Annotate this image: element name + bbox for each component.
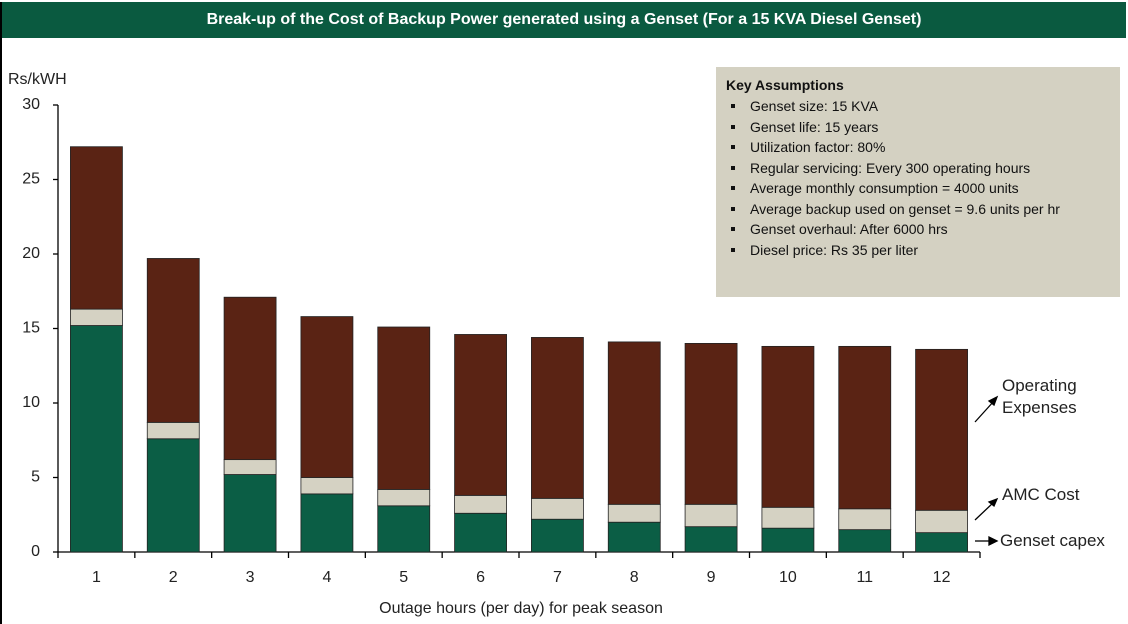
y-tick-label: 5 [31, 469, 40, 486]
bar-segment [70, 308, 123, 326]
y-tick-label: 15 [22, 320, 40, 337]
bar-segment [223, 459, 277, 475]
bar-segment [607, 503, 661, 523]
bar-segment [915, 532, 968, 553]
assumption-item: Genset size: 15 KVA [726, 96, 1120, 117]
bar-segment [454, 334, 507, 496]
bar-segment [531, 497, 584, 520]
bar-segment [300, 316, 354, 478]
x-tick-label: 9 [707, 569, 716, 586]
bar-segment [684, 342, 738, 505]
x-tick-label: 1 [92, 569, 101, 586]
bar-segment [915, 348, 968, 511]
y-tick-label: 25 [22, 171, 40, 188]
bar-segment [377, 326, 431, 490]
bar-segment [684, 526, 738, 553]
y-tick-label: 10 [22, 394, 40, 411]
chart-title: Break-up of the Cost of Backup Power gen… [2, 2, 1126, 38]
bar-segment [454, 494, 507, 514]
bar-segment [761, 345, 815, 508]
bar-segment [838, 508, 892, 531]
bar-segment [684, 503, 738, 528]
bar-segment [531, 518, 584, 553]
bar-segment [838, 529, 892, 553]
bar-segment [223, 474, 277, 553]
assumption-item: Average monthly consumption = 4000 units [726, 178, 1120, 199]
x-tick-label: 12 [933, 569, 951, 586]
assumption-item: Average backup used on genset = 9.6 unit… [726, 199, 1120, 220]
x-tick-label: 6 [476, 569, 485, 586]
bar-segment [838, 345, 892, 510]
assumption-item: Genset overhaul: After 6000 hrs [726, 219, 1120, 240]
x-tick-label: 7 [553, 569, 562, 586]
legend-entry: AMC Cost [1002, 485, 1080, 504]
x-tick-label: 2 [169, 569, 178, 586]
bar-segment [531, 337, 584, 499]
bar-segment [70, 146, 123, 310]
assumption-item: Diesel price: Rs 35 per liter [726, 240, 1120, 261]
bar-segment [146, 438, 200, 553]
assumption-item: Regular servicing: Every 300 operating h… [726, 158, 1120, 179]
x-axis-label: Outage hours (per day) for peak season [379, 600, 663, 617]
bar-segment [607, 521, 661, 553]
bar-segment [915, 509, 968, 534]
bar-segment [300, 493, 354, 553]
bar-segment [607, 341, 661, 505]
y-tick-label: 0 [31, 543, 40, 560]
bar-segment [454, 512, 507, 553]
bar-segment [70, 325, 123, 553]
assumptions-box: Key Assumptions Genset size: 15 KVA Gense… [716, 67, 1120, 297]
x-tick-label: 8 [630, 569, 639, 586]
bar-segment [146, 421, 200, 440]
x-tick-label: 10 [779, 569, 797, 586]
x-tick-label: 4 [322, 569, 331, 586]
y-axis-label: Rs/kWH [8, 71, 67, 88]
legend-entry: Operating Expenses [1002, 376, 1077, 417]
bar-segment [761, 506, 815, 529]
bar-segment [223, 296, 277, 461]
assumptions-title: Key Assumptions [726, 77, 844, 93]
bar-segment [377, 489, 431, 507]
assumption-item: Genset life: 15 years [726, 117, 1120, 138]
bar-segment [146, 258, 200, 423]
legend-entry: Genset capex [1000, 531, 1105, 550]
bar-segment [761, 527, 815, 553]
bar-segment [377, 505, 431, 553]
x-tick-label: 3 [246, 569, 255, 586]
x-tick-label: 11 [856, 569, 873, 586]
assumption-item: Utilization factor: 80% [726, 137, 1120, 158]
y-tick-label: 20 [22, 245, 40, 262]
y-tick-label: 30 [22, 96, 40, 113]
bar-segment [300, 477, 354, 495]
x-tick-label: 5 [399, 569, 408, 586]
legend-arrows [974, 395, 999, 547]
